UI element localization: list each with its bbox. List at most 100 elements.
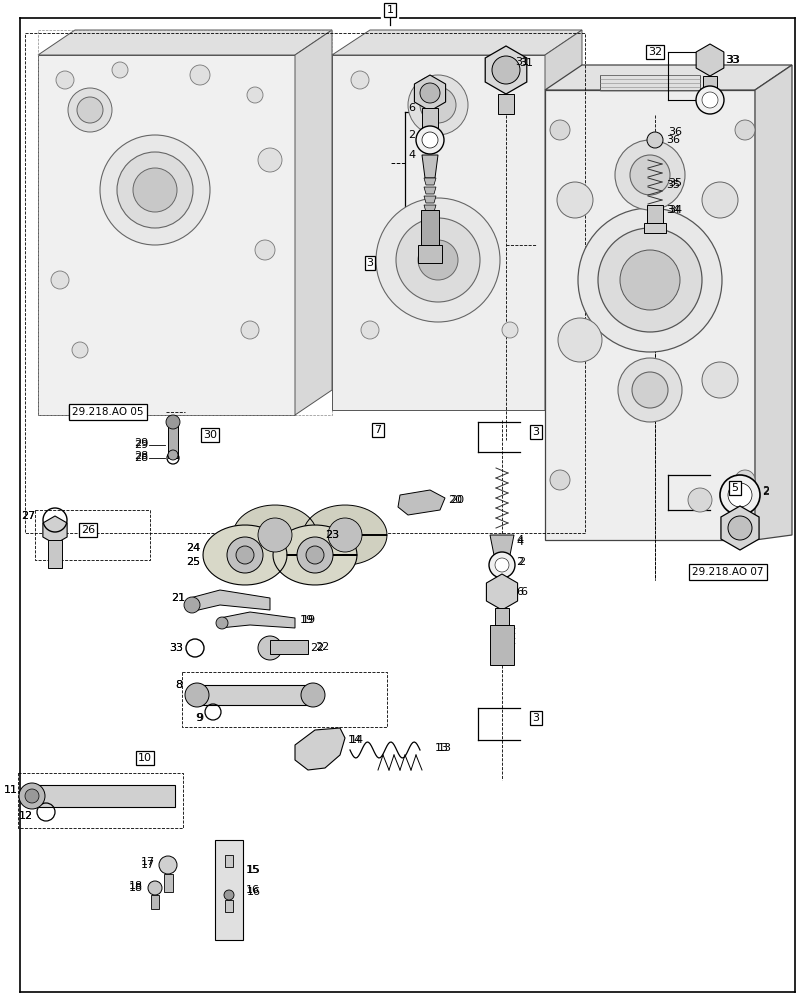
Text: 23: 23 — [324, 530, 339, 540]
Bar — [48, 540, 62, 568]
Text: 17: 17 — [140, 860, 155, 870]
Circle shape — [407, 75, 467, 135]
Text: 15: 15 — [246, 865, 260, 875]
Text: 20: 20 — [448, 495, 461, 505]
Text: 3: 3 — [532, 427, 539, 437]
Text: 29.218.AO 07: 29.218.AO 07 — [692, 567, 763, 577]
Text: 14: 14 — [350, 735, 363, 745]
Polygon shape — [754, 65, 791, 540]
Circle shape — [549, 470, 569, 490]
Text: 36: 36 — [665, 135, 679, 145]
Circle shape — [719, 475, 759, 515]
Text: 17: 17 — [140, 857, 155, 867]
Polygon shape — [544, 65, 791, 90]
Bar — [30, 785, 175, 807]
Text: 29.218.AO 05: 29.218.AO 05 — [72, 407, 144, 417]
Circle shape — [117, 152, 193, 228]
Circle shape — [734, 470, 754, 490]
Circle shape — [556, 182, 592, 218]
Circle shape — [491, 56, 519, 84]
Text: 19: 19 — [299, 615, 314, 625]
Text: 31: 31 — [514, 57, 528, 67]
Circle shape — [77, 97, 103, 123]
Text: 24: 24 — [186, 543, 200, 553]
Bar — [215, 840, 242, 940]
Polygon shape — [423, 205, 436, 212]
Text: 2: 2 — [761, 486, 768, 496]
Text: 35: 35 — [667, 178, 681, 188]
Polygon shape — [599, 75, 699, 90]
Circle shape — [258, 636, 281, 660]
Text: 13: 13 — [437, 743, 452, 753]
Circle shape — [51, 271, 69, 289]
Circle shape — [361, 321, 379, 339]
Circle shape — [100, 135, 210, 245]
Bar — [168, 420, 178, 458]
Text: 21: 21 — [170, 593, 185, 603]
Bar — [418, 245, 441, 263]
Text: 3: 3 — [532, 713, 539, 723]
Text: 1: 1 — [386, 5, 393, 15]
Circle shape — [501, 72, 517, 88]
Circle shape — [148, 881, 162, 895]
Polygon shape — [489, 535, 513, 555]
Polygon shape — [190, 590, 270, 612]
Text: 27: 27 — [21, 511, 35, 521]
Circle shape — [495, 558, 508, 572]
Bar — [422, 108, 437, 130]
Polygon shape — [544, 90, 754, 540]
Polygon shape — [220, 612, 294, 628]
Circle shape — [614, 140, 684, 210]
Bar — [225, 855, 233, 867]
Circle shape — [702, 92, 717, 108]
Text: 18: 18 — [129, 881, 143, 891]
Circle shape — [727, 516, 751, 540]
Text: 30: 30 — [203, 430, 217, 440]
Text: 12: 12 — [19, 811, 33, 821]
Polygon shape — [486, 574, 517, 610]
Circle shape — [415, 126, 444, 154]
Polygon shape — [485, 46, 526, 94]
Text: 28: 28 — [134, 453, 148, 463]
Text: 21: 21 — [170, 593, 185, 603]
Circle shape — [350, 71, 368, 89]
Circle shape — [255, 240, 275, 260]
Circle shape — [577, 208, 721, 352]
Polygon shape — [423, 178, 436, 185]
Circle shape — [190, 65, 210, 85]
Polygon shape — [423, 187, 436, 194]
Bar — [420, 210, 439, 245]
Circle shape — [72, 342, 88, 358]
Polygon shape — [38, 55, 294, 415]
Circle shape — [488, 552, 514, 578]
Polygon shape — [332, 30, 581, 55]
Text: 29: 29 — [134, 438, 148, 448]
Text: 19: 19 — [302, 615, 315, 625]
Text: 12: 12 — [19, 811, 33, 821]
Circle shape — [631, 372, 667, 408]
Circle shape — [185, 683, 208, 707]
Bar — [495, 608, 508, 628]
Circle shape — [375, 198, 500, 322]
Circle shape — [184, 597, 200, 613]
Bar — [270, 640, 307, 654]
Circle shape — [133, 168, 177, 212]
Circle shape — [159, 856, 177, 874]
Text: 33: 33 — [725, 55, 739, 65]
Bar — [195, 685, 315, 705]
Circle shape — [112, 62, 128, 78]
Polygon shape — [233, 505, 387, 565]
Polygon shape — [720, 506, 758, 550]
Circle shape — [25, 789, 39, 803]
Polygon shape — [38, 30, 332, 55]
Circle shape — [727, 483, 751, 507]
Circle shape — [258, 148, 281, 172]
Bar — [702, 76, 716, 90]
Circle shape — [19, 783, 45, 809]
Bar — [225, 900, 233, 912]
Text: 31: 31 — [518, 58, 532, 68]
Text: 9: 9 — [195, 713, 203, 723]
Circle shape — [557, 318, 601, 362]
Polygon shape — [397, 490, 444, 515]
Polygon shape — [423, 196, 436, 203]
